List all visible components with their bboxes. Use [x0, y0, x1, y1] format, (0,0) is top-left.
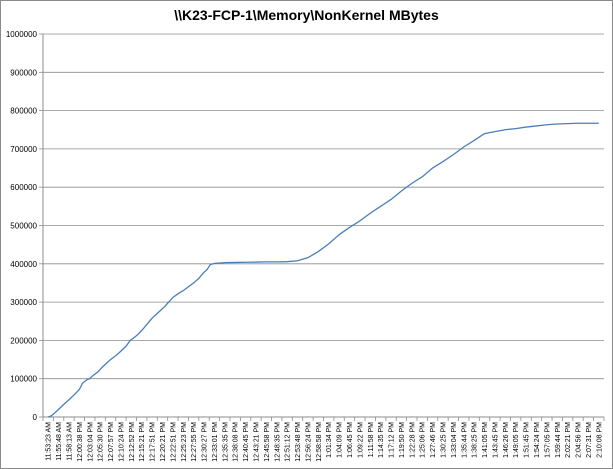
y-tick-label: 100000: [10, 375, 37, 384]
x-tick-label: 1:30:25 PM: [440, 422, 447, 458]
x-tick-label: 12:48:35 PM: [274, 422, 281, 462]
x-tick-label: 12:40:45 PM: [243, 422, 250, 462]
x-tick-label: 12:00:38 PM: [77, 422, 84, 462]
x-tick-label: 1:09:22 PM: [357, 422, 364, 458]
x-tick-label: 12:20:21 PM: [160, 422, 167, 462]
x-tick-label: 12:33:01 PM: [212, 422, 219, 462]
x-tick-label: 11:58:13 AM: [66, 422, 73, 461]
x-tick-label: 12:38:08 PM: [233, 422, 240, 462]
x-tick-label: 1:57:05 PM: [544, 422, 551, 458]
x-tick-label: 12:17:51 PM: [150, 422, 157, 462]
x-tick-label: 1:46:26 PM: [503, 422, 510, 458]
y-tick-label: 300000: [10, 298, 37, 307]
series-group: [47, 122, 599, 418]
x-tick-label: 1:22:28 PM: [409, 422, 416, 458]
y-tick-label: 1000000: [6, 30, 38, 39]
x-tick-label: 12:05:30 PM: [98, 422, 105, 462]
x-tick-label: 12:56:24 PM: [305, 422, 312, 462]
x-tick-label: 1:14:35 PM: [378, 422, 385, 458]
x-tick-label: 1:38:25 PM: [472, 422, 479, 458]
x-tick-label: 1:27:46 PM: [430, 422, 437, 458]
x-tick-label: 2:04:56 PM: [576, 422, 583, 458]
y-tick-label: 0: [33, 413, 38, 422]
x-tick-label: 12:45:58 PM: [264, 422, 271, 462]
y-tick-label: 900000: [10, 68, 37, 77]
x-tick-label: 12:35:35 PM: [222, 422, 229, 462]
x-tick-label: 11:53:23 AM: [46, 422, 53, 461]
x-tick-label: 1:11:58 PM: [368, 422, 375, 457]
x-tick-label: 1:25:06 PM: [420, 422, 427, 458]
x-tick-label: 12:07:57 PM: [108, 422, 115, 462]
x-tick-label: 1:17:12 PM: [389, 422, 396, 458]
x-tick-label: 1:35:44 PM: [461, 422, 468, 458]
x-axis-ticks: 11:53:23 AM 11:55:48 AM 11:58:13 AM 12:00:3…: [42, 417, 605, 462]
x-tick-label: 12:03:04 PM: [87, 422, 94, 462]
x-tick-label: 2:07:31 PM: [586, 422, 593, 458]
y-tick-label: 600000: [10, 183, 37, 192]
y-tick-label: 800000: [10, 107, 37, 116]
x-tick-label: 12:15:21 PM: [139, 422, 146, 462]
y-tick-label: 700000: [10, 145, 37, 154]
x-tick-label: 1:04:09 PM: [337, 422, 344, 458]
x-tick-label: 1:51:45 PM: [524, 422, 531, 458]
x-tick-label: 12:51:12 PM: [285, 422, 292, 462]
chart-title: \\K23-FCP-1\Memory\NonKernel MBytes: [174, 7, 439, 23]
series-line: [47, 122, 599, 418]
y-axis-ticks: 0 100000 200000 300000 400000 500000 600000 700…: [6, 30, 43, 422]
x-tick-label: 12:10:24 PM: [118, 422, 125, 462]
x-tick-label: 12:58:58 PM: [316, 422, 323, 462]
x-tick-label: 1:01:34 PM: [326, 422, 333, 458]
x-tick-label: 1:54:24 PM: [534, 422, 541, 458]
x-tick-label: 1:49:05 PM: [513, 422, 520, 458]
y-tick-label: 200000: [10, 336, 37, 345]
x-tick-label: 2:10:08 PM: [596, 422, 603, 458]
gridlines: [43, 33, 604, 380]
x-tick-label: 1:59:44 PM: [555, 422, 562, 458]
y-tick-label: 400000: [10, 260, 37, 269]
x-tick-label: 1:41:05 PM: [482, 422, 489, 458]
x-tick-label: 1:19:50 PM: [399, 422, 406, 458]
x-tick-label: 12:43:21 PM: [253, 422, 260, 462]
x-tick-label: 12:22:51 PM: [170, 422, 177, 462]
x-tick-label: 12:25:23 PM: [181, 422, 188, 462]
x-tick-label: 1:43:45 PM: [492, 422, 499, 458]
x-tick-label: 2:02:21 PM: [565, 422, 572, 458]
x-tick-label: 12:12:52 PM: [129, 422, 136, 462]
y-tick-label: 500000: [10, 222, 37, 231]
x-tick-label: 12:30:27 PM: [202, 422, 209, 462]
x-tick-label: 12:27:55 PM: [191, 422, 198, 462]
x-tick-label: 11:55:48 AM: [56, 422, 63, 461]
x-tick-label: 1:06:45 PM: [347, 422, 354, 458]
x-tick-label: 12:53:48 PM: [295, 422, 302, 462]
x-tick-label: 1:33:04 PM: [451, 422, 458, 458]
